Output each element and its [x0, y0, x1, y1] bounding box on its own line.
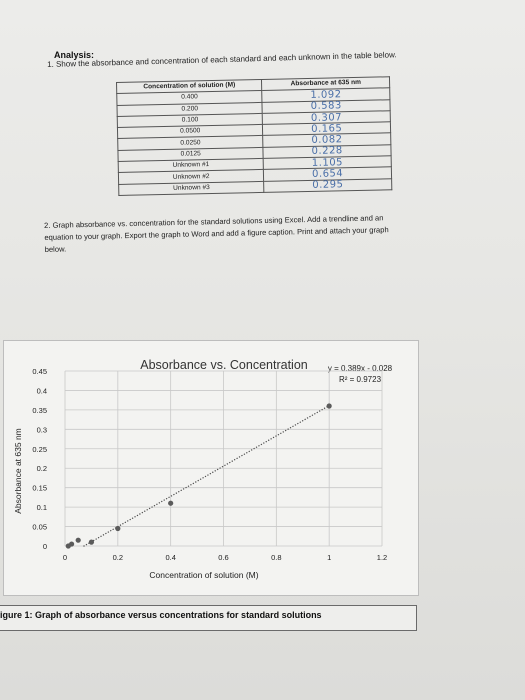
- data-table: Concentration of solution (M) Absorbance…: [116, 76, 392, 196]
- x-tick-label: 0.2: [113, 553, 123, 562]
- y-tick-label: 0.4: [37, 386, 47, 395]
- data-point: [75, 537, 81, 543]
- handwritten-absorbance-cell: 0.295: [264, 178, 392, 193]
- y-tick-label: 0.2: [37, 464, 47, 473]
- data-point: [168, 500, 174, 506]
- chart-container: Absorbance vs. Concentration y = 0.389x …: [3, 340, 419, 596]
- y-tick-label: 0.35: [32, 406, 47, 415]
- y-axis-label: Absorbance at 635 nm: [13, 428, 23, 514]
- x-axis-label: Concentration of solution (M): [149, 570, 258, 580]
- absorbance-chart: Absorbance vs. Concentration y = 0.389x …: [13, 358, 393, 580]
- chart-title: Absorbance vs. Concentration: [140, 358, 308, 372]
- x-tick-label: 1: [327, 553, 331, 562]
- y-tick-label: 0.05: [32, 523, 47, 532]
- analysis-heading: Analysis:: [54, 50, 95, 60]
- trendline-equation: y = 0.389x - 0.028: [328, 364, 393, 373]
- y-tick-label: 0.45: [32, 367, 47, 376]
- x-tick-label: 0: [63, 553, 67, 562]
- y-tick-label: 0: [43, 542, 47, 551]
- x-tick-label: 0.8: [271, 553, 281, 562]
- data-point: [88, 539, 95, 545]
- data-point: [326, 403, 332, 409]
- data-point: [115, 525, 121, 532]
- data-point: [69, 541, 75, 547]
- y-tick-label: 0.1: [37, 503, 47, 512]
- r-squared-label: R² = 0.9723: [339, 375, 382, 384]
- x-tick-label: 1.2: [377, 553, 387, 562]
- y-tick-label: 0.3: [37, 425, 47, 434]
- concentration-cell: Unknown #3: [118, 181, 265, 196]
- figure-caption-box: [0, 605, 417, 631]
- y-tick-label: 0.15: [32, 484, 47, 493]
- figure-caption: igure 1: Graph of absorbance versus conc…: [0, 610, 322, 620]
- trendline: [83, 405, 330, 547]
- y-tick-label: 0.25: [32, 445, 47, 454]
- x-tick-label: 0.4: [165, 553, 175, 562]
- x-tick-label: 0.6: [218, 553, 228, 562]
